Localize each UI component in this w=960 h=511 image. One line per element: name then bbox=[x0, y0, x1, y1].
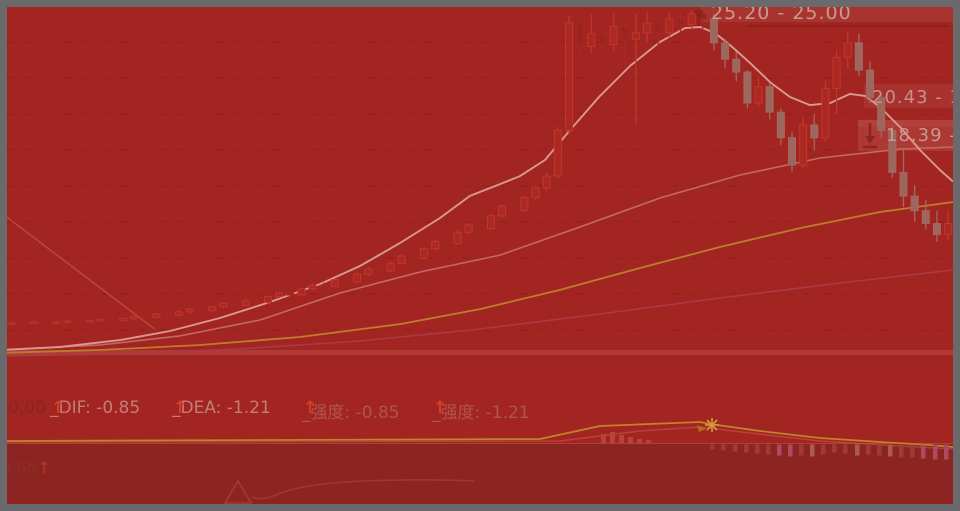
price-range-label-mid: 20.43 - 19. bbox=[872, 87, 953, 108]
stock-chart-panel[interactable]: 25.20 - 25.00 20.43 - 19. 18.39 - 1 0.00… bbox=[7, 7, 953, 504]
up-arrow-icon: ↑ bbox=[51, 398, 66, 418]
up-arrow-icon: ↑ bbox=[303, 398, 318, 418]
indicator-readings-row: 0.00 _DIF: -0.85 ↑ _DEA: -1.21 ↑ _强度: -0.8… bbox=[7, 398, 953, 423]
candlestick-chart-canvas bbox=[7, 7, 953, 504]
lower-panel-value: 0.65↑ bbox=[7, 458, 51, 477]
dif-text: _DIF: -0.85 bbox=[50, 398, 141, 418]
strength1-text: _强度: -0.85 bbox=[302, 403, 400, 423]
indicator-zero-value: 0.00 bbox=[8, 398, 46, 418]
up-arrow-icon: ↑ bbox=[433, 398, 448, 418]
lower-panel-number: 0.65 bbox=[7, 458, 37, 477]
price-range-label-peak: 25.20 - 25.00 bbox=[711, 7, 852, 24]
up-arrow-icon: ↑ bbox=[173, 398, 188, 418]
strength2-text: _强度: -1.21 bbox=[432, 403, 530, 423]
up-arrow-icon: ↑ bbox=[37, 458, 52, 477]
price-range-label-low: 18.39 - 1 bbox=[886, 125, 953, 146]
dea-text: _DEA: -1.21 bbox=[172, 398, 271, 418]
